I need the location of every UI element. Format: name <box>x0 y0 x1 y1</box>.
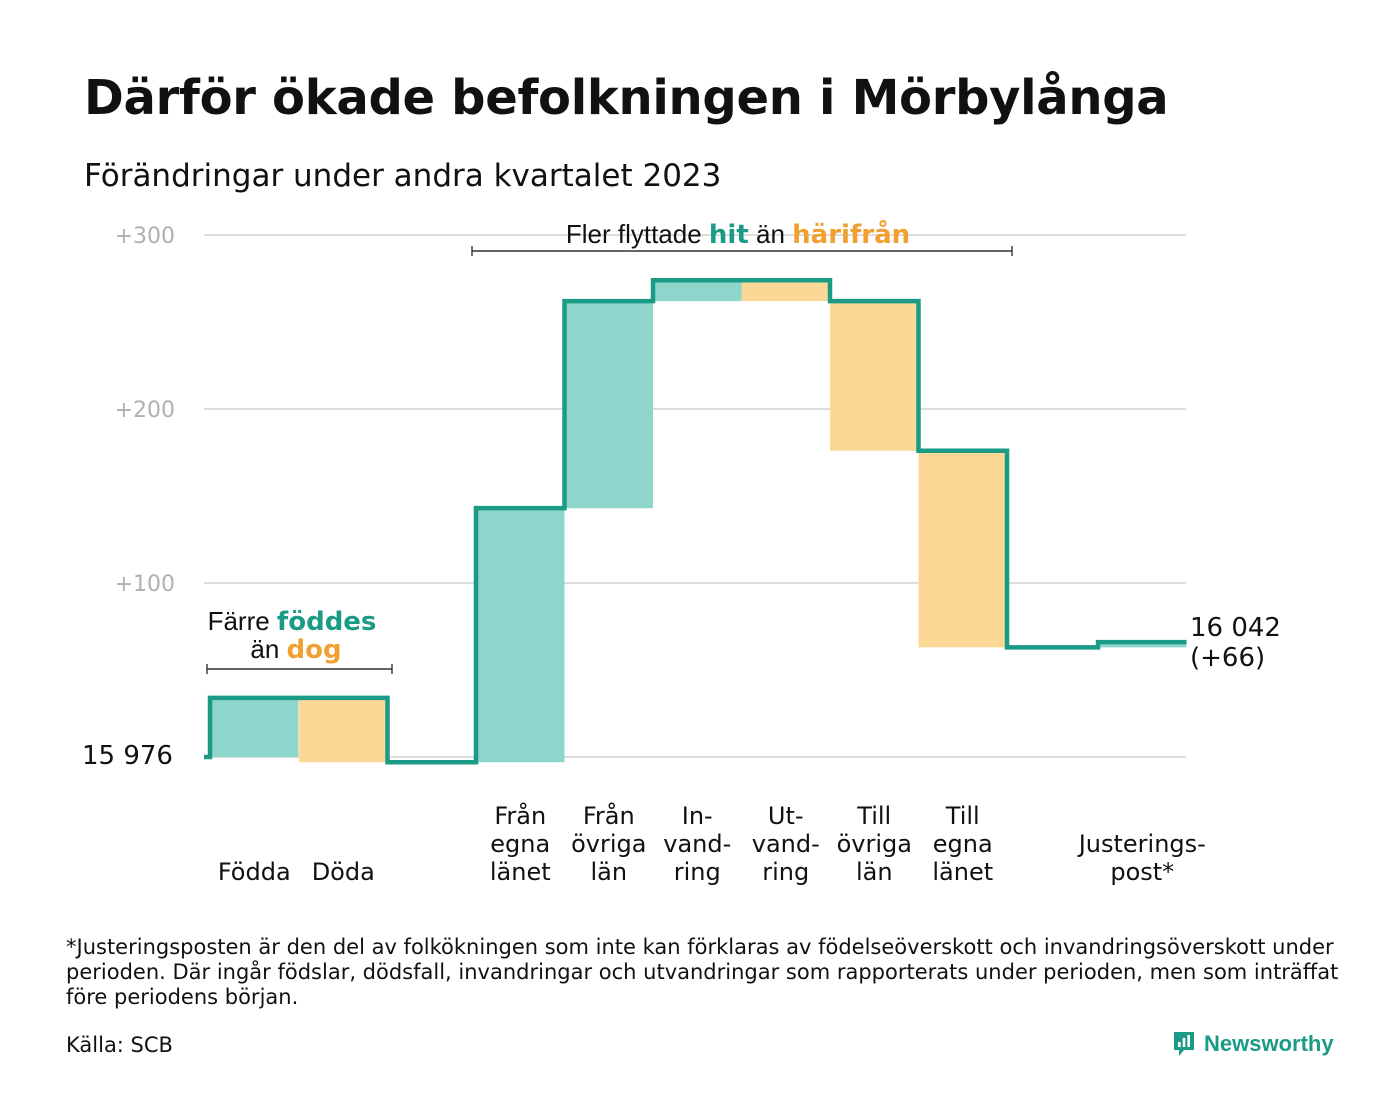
y-tick-label: +300 <box>115 224 175 249</box>
bar-2 <box>299 697 388 763</box>
bar-7 <box>830 301 919 451</box>
end-change-label: (+66) <box>1190 643 1265 673</box>
x-category-label: Födda <box>218 858 291 886</box>
x-category-label: egna <box>490 830 550 858</box>
step-line <box>204 277 1187 765</box>
x-category-label: ring <box>762 858 809 886</box>
births-annotation-highlight: föddes <box>277 607 377 637</box>
x-category-label: Från <box>583 801 635 830</box>
bar-6 <box>741 280 830 302</box>
migration-annotation-highlight: hit <box>709 220 749 250</box>
x-category-label: ring <box>674 858 721 886</box>
x-category-label: övriga <box>837 830 912 858</box>
brand-name: Newsworthy <box>1204 1031 1334 1056</box>
x-category-label: län <box>856 858 893 886</box>
x-category-label: vand- <box>752 830 820 858</box>
migration-annotation-highlight: härifrån <box>792 218 910 250</box>
births-annotation-line1: Färre föddes <box>208 606 377 637</box>
births-annotation-bracket <box>206 664 393 674</box>
x-category-label: län <box>590 858 627 886</box>
bar-1 <box>210 697 299 757</box>
end-value-label: 16 042 <box>1190 613 1281 643</box>
bar-8 <box>918 450 1007 648</box>
x-category-label: länet <box>932 858 993 886</box>
x-category-label: In- <box>682 802 713 830</box>
step-line-layer <box>204 277 1187 765</box>
x-category-label: Ut- <box>768 802 804 830</box>
brand-logo: Newsworthy <box>1172 1030 1334 1058</box>
newsworthy-logo-icon <box>1174 1032 1194 1056</box>
bar-3 <box>476 508 565 763</box>
y-tick-label: +200 <box>115 398 175 423</box>
migration-annotation: Fler flyttade hit än härifrån <box>566 218 910 250</box>
births-annotation-highlight: dog <box>287 635 342 665</box>
chart-subtitle: Förändringar under andra kvartalet 2023 <box>84 158 722 194</box>
x-category-label: Justerings- <box>1077 830 1206 858</box>
x-category-label: Till <box>945 802 980 830</box>
x-category-label: vand- <box>663 830 731 858</box>
x-category-label: post* <box>1110 858 1174 886</box>
x-category-label: Från <box>494 801 546 830</box>
bar-4 <box>564 301 653 509</box>
migration-annotation-text: än <box>749 219 792 249</box>
births-annotation-text: Färre <box>208 606 277 636</box>
bar-9 <box>1098 642 1187 648</box>
births-annotation-text: än <box>250 634 286 664</box>
x-category-label: Döda <box>312 858 375 886</box>
y-tick-label: +100 <box>115 572 175 597</box>
start-value-label: 15 976 <box>82 741 173 771</box>
births-annotation-line2: än dog <box>250 634 341 665</box>
footnote: *Justeringsposten är den del av folkökni… <box>66 935 1339 1009</box>
labels-layer: Födda DödaFrånegnalänetFrånövrigalänIn-va… <box>82 218 1281 886</box>
x-category-label: Till <box>856 802 891 830</box>
bars-layer <box>210 280 1187 763</box>
x-category-label: länet <box>490 858 551 886</box>
chart-title: Därför ökade befolkningen i Mörbylånga <box>84 70 1169 126</box>
source-label: Källa: SCB <box>66 1033 173 1057</box>
x-category-label: övriga <box>571 830 646 858</box>
x-category-label: egna <box>933 830 993 858</box>
migration-annotation-bracket <box>471 246 1013 256</box>
migration-annotation-text: Fler flyttade <box>566 219 709 249</box>
bar-5 <box>653 280 742 302</box>
